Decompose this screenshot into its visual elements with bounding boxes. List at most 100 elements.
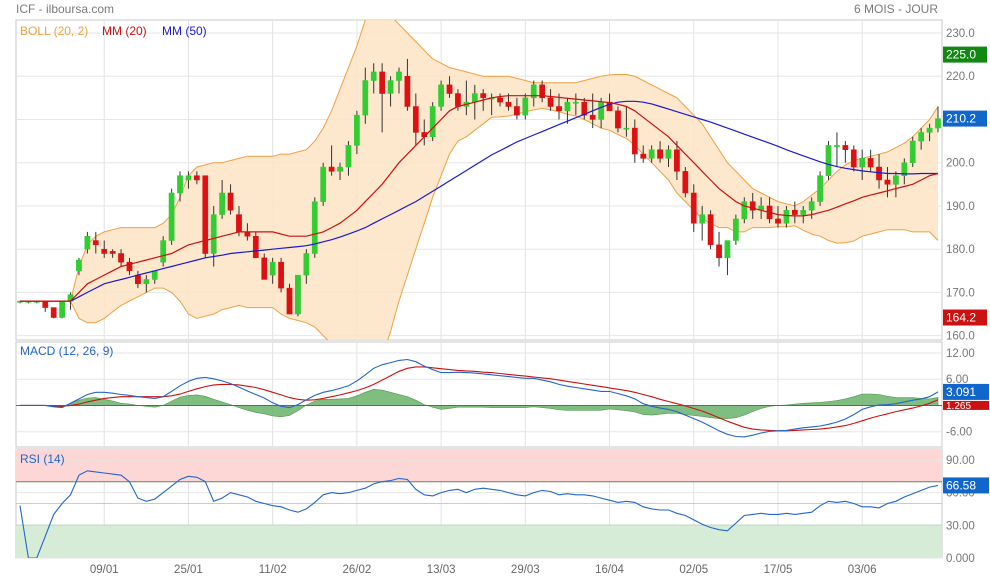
candle-body — [236, 214, 242, 233]
candle-body — [505, 101, 512, 107]
x-tick-label: 02/05 — [679, 564, 708, 576]
price-badge-label: 164.2 — [946, 311, 976, 325]
candle-body — [640, 153, 647, 159]
bollinger-band-fill — [20, 20, 938, 340]
candle-body — [337, 166, 343, 172]
candle-body — [716, 244, 722, 259]
candle-body — [177, 175, 183, 194]
candle-body — [429, 106, 436, 138]
candle-body — [724, 240, 731, 259]
candle-body — [42, 300, 49, 308]
candle-body — [320, 166, 327, 202]
candle-body — [311, 201, 318, 254]
rsi-overbought-zone — [16, 449, 942, 482]
chart-source-title: ICF - ilboursa.com — [16, 2, 115, 16]
candle-body — [707, 214, 714, 246]
candle-body — [581, 101, 588, 116]
candle-body — [278, 261, 284, 289]
candle-body — [84, 235, 91, 250]
rsi-badge-label: 66.58 — [946, 478, 976, 492]
mm20-line — [20, 95, 939, 302]
price-y-tick-label: 230.0 — [946, 28, 975, 40]
rsi-oversold-zone — [16, 525, 942, 558]
candle-body — [598, 101, 604, 120]
candle-body — [471, 93, 478, 103]
candle-body — [876, 166, 882, 181]
candle-body — [884, 179, 891, 185]
candle-body — [269, 261, 276, 276]
price-y-tick-label: 170.0 — [946, 287, 975, 299]
candle-body — [92, 240, 99, 246]
candle-body — [901, 162, 908, 176]
macd-y-tick-label: 12.00 — [946, 348, 975, 360]
candle-body — [412, 106, 419, 133]
chart-period-label: 6 MOIS - JOUR — [853, 2, 938, 16]
candle-body — [160, 240, 167, 263]
candle-body — [935, 118, 941, 129]
candle-body — [665, 149, 672, 159]
candle-body — [817, 175, 823, 202]
x-tick-label: 11/02 — [259, 564, 287, 576]
candle-body — [741, 201, 748, 220]
candle-body — [168, 192, 175, 241]
candle-body — [834, 145, 840, 147]
candle-body — [126, 261, 133, 272]
candle-body — [50, 307, 57, 318]
candle-body — [303, 253, 310, 276]
candle-body — [135, 274, 141, 285]
candle-body — [615, 110, 621, 129]
candle-body — [699, 214, 706, 224]
candle-body — [396, 71, 402, 81]
mm50-line — [20, 100, 938, 302]
candle-body — [572, 101, 579, 104]
candle-body — [185, 175, 192, 181]
price-badge — [943, 309, 987, 326]
x-tick-label: 26/02 — [342, 564, 371, 576]
price-y-tick-label: 180.0 — [946, 244, 975, 256]
candle-body — [345, 145, 352, 168]
candle-body — [909, 140, 916, 163]
candle-body — [808, 201, 815, 211]
price-badge-label: 225.0 — [946, 48, 976, 62]
price-y-tick-label: 200.0 — [946, 158, 975, 170]
candle-body — [690, 192, 697, 224]
x-tick-label: 17/05 — [764, 564, 793, 576]
rsi-y-tick-label: 30.00 — [946, 520, 975, 532]
rsi-plot-area — [19, 470, 939, 558]
x-tick-label: 13/03 — [427, 564, 456, 576]
candle-body — [354, 114, 360, 146]
candle-body — [455, 93, 461, 107]
x-tick-label: 25/01 — [174, 564, 203, 576]
candle-body — [918, 132, 925, 142]
candle-body — [59, 300, 65, 318]
legend-mm20: MM (20) — [102, 24, 147, 38]
candle-body — [480, 93, 487, 99]
candle-body — [783, 210, 790, 224]
candle-body — [438, 84, 444, 107]
x-tick-label: 09/01 — [90, 564, 119, 576]
candle-body — [648, 149, 655, 159]
candle-body — [674, 149, 680, 172]
candle-body — [791, 210, 798, 215]
bollinger-lower-line — [20, 107, 939, 340]
legend-rsi: RSI (14) — [20, 452, 65, 466]
price-plot-area — [17, 20, 941, 340]
candle-body — [387, 80, 394, 94]
candle-body — [564, 101, 571, 112]
rsi-line — [19, 470, 939, 558]
candle-body — [370, 71, 377, 81]
candle-body — [286, 287, 293, 315]
candle-body — [404, 75, 411, 107]
candle-body — [733, 218, 739, 241]
candle-body — [497, 97, 503, 103]
macd-plot-area — [16, 358, 942, 438]
candle-body — [210, 214, 217, 254]
candle-body — [328, 166, 335, 172]
candle-body — [589, 114, 596, 120]
legend-boll: BOLL (20, 2) — [20, 24, 88, 38]
macd-y-tick-label: -6.00 — [946, 427, 972, 439]
legend-macd: MACD (12, 26, 9) — [20, 344, 113, 358]
macd-badge-label: 3.091 — [946, 385, 976, 399]
candle-body — [657, 149, 663, 159]
